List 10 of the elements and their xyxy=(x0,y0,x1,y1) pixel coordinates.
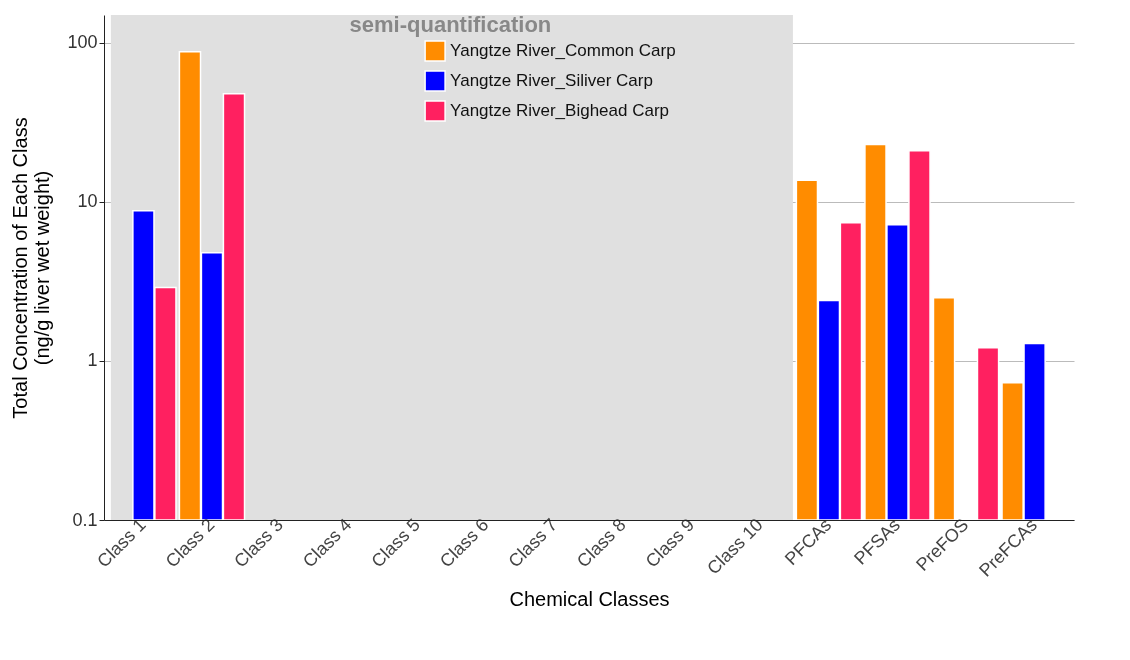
legend-label: Yangtze River_Bighead Carp xyxy=(450,101,670,120)
y-tick-label: 100 xyxy=(67,32,98,53)
band-label: semi-quantification xyxy=(349,12,552,37)
legend-label: Yangtze River_Common Carp xyxy=(450,41,676,60)
legend-label: Yangtze River_Siliver Carp xyxy=(450,71,653,90)
y-axis-title: Total Concentration of Each Class (ng/g liver wet weight) xyxy=(9,117,54,419)
y-tick-label: 1 xyxy=(87,350,98,371)
y-tick-label: 10 xyxy=(77,191,98,212)
y-tick-label: 0.1 xyxy=(72,509,98,530)
x-axis-title: Chemical Classes xyxy=(509,588,670,611)
